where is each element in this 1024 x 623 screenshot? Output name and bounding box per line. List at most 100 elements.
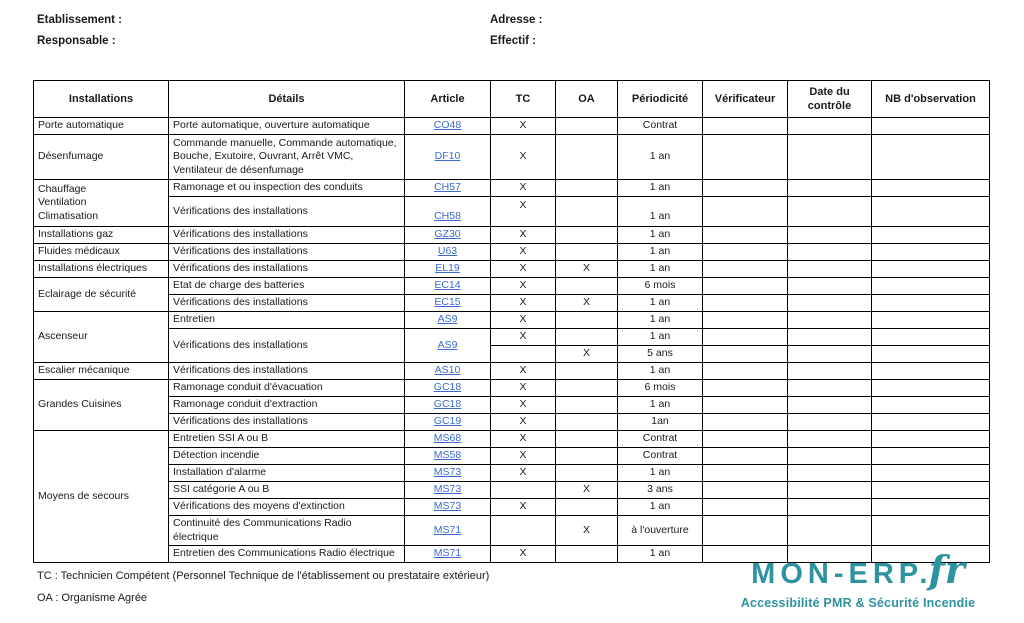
article-link[interactable]: EC15 (434, 296, 461, 309)
date-controle-cell (787, 413, 872, 431)
details-cell: Commande manuelle, Commande automatique,… (168, 134, 405, 180)
details-cell: Vérifications des installations (168, 294, 405, 312)
details-cell: Vérifications des installations (168, 260, 405, 278)
details-cell: Entretien SSI A ou B (168, 430, 405, 448)
article-link[interactable]: GC18 (433, 381, 462, 394)
date-controle-cell (787, 294, 872, 312)
oa-cell: X (555, 345, 618, 363)
oa-cell (555, 243, 618, 261)
verificateur-cell (702, 464, 788, 482)
article-link[interactable]: CO48 (433, 119, 462, 132)
article-link[interactable]: MS71 (433, 547, 462, 560)
article-link[interactable]: CH57 (434, 181, 461, 194)
table-row: Vérifications des installations CH58 X 1 an (34, 196, 990, 227)
article-link[interactable]: GC18 (433, 398, 462, 411)
nb-observation-cell (871, 430, 990, 448)
date-controle-cell (787, 396, 872, 414)
article-cell: GZ30 (404, 226, 491, 244)
installation-cell: Escalier mécanique (33, 362, 169, 380)
tc-cell: X (490, 413, 556, 431)
date-controle-cell (787, 328, 872, 346)
article-link[interactable]: MS58 (433, 449, 462, 462)
col-periodicite: Périodicité (617, 80, 703, 118)
tc-cell: X (490, 196, 556, 227)
installation-cell: Chauffage Ventilation Climatisation (33, 179, 169, 227)
installation-cell: Fluides médicaux (33, 243, 169, 261)
article-link[interactable]: U63 (437, 245, 458, 258)
article-cell: EC15 (404, 294, 491, 312)
article-cell: CH58 (404, 196, 491, 227)
periodicite-cell: 1an (617, 413, 703, 431)
tc-cell: X (490, 117, 556, 135)
article-cell: MS73 (404, 498, 491, 516)
table-row: Vérifications des installations AS9 X 1 an (34, 328, 990, 363)
article-link[interactable]: MS73 (433, 500, 462, 513)
col-details: Détails (168, 80, 405, 118)
article-cell: MS58 (404, 447, 491, 465)
periodicite-cell: 1 an (617, 328, 703, 346)
oa-cell: X (555, 294, 618, 312)
details-cell: Installation d'alarme (168, 464, 405, 482)
verificateur-cell (702, 514, 788, 547)
periodicite-cell: Contrat (617, 117, 703, 135)
oa-cell: X (555, 514, 618, 547)
tc-cell: X (490, 464, 556, 482)
nb-observation-cell (871, 345, 990, 363)
oa-cell (555, 196, 618, 227)
date-controle-cell (787, 447, 872, 465)
table-row: Ramonage conduit d'extraction GC18 X 1 an (34, 396, 990, 414)
oa-cell (555, 430, 618, 448)
tc-cell: X (490, 447, 556, 465)
details-cell: Vérifications des installations (168, 413, 405, 431)
article-link[interactable]: AS9 (437, 338, 458, 351)
verificateur-cell (702, 328, 788, 346)
article-link[interactable]: MS73 (433, 483, 462, 496)
verificateur-cell (702, 117, 788, 135)
verificateur-cell (702, 498, 788, 516)
article-link[interactable]: AS10 (434, 364, 461, 377)
article-link[interactable]: GC19 (433, 415, 462, 428)
article-cell: MS71 (404, 514, 491, 547)
table-header-row: Installations Détails Article TC OA Péri… (33, 80, 990, 118)
article-link[interactable]: EL19 (435, 262, 460, 275)
table-row: Chauffage Ventilation Climatisation Ramon… (33, 179, 990, 227)
article-link[interactable]: MS68 (433, 432, 462, 445)
header-mid-labels: Adresse : Effectif : (490, 10, 542, 52)
article-link[interactable]: MS71 (433, 523, 462, 536)
details-cell: Continuité des Communications Radio élec… (168, 514, 405, 547)
periodicite-cell: 1 an (617, 260, 703, 278)
nb-observation-cell (871, 396, 990, 414)
date-controle-cell (787, 179, 872, 197)
tc-cell: X (490, 362, 556, 380)
details-cell: Entretien des Communications Radio élect… (168, 545, 405, 564)
periodicite-cell: 1 an (617, 179, 703, 197)
article-link[interactable]: EC14 (434, 279, 461, 292)
details-cell: Vérifications des installations (168, 328, 405, 363)
nb-observation-cell (871, 117, 990, 135)
verificateur-cell (702, 179, 788, 197)
oa-cell (555, 226, 618, 244)
tc-cell: X (490, 277, 556, 295)
article-link[interactable]: DF10 (434, 150, 461, 163)
oa-cell (555, 362, 618, 380)
oa-cell (555, 277, 618, 295)
oa-cell (555, 545, 618, 564)
date-controle-cell (787, 345, 872, 363)
table-row: Fluides médicaux Vérifications des instal… (33, 243, 990, 261)
date-controle-cell (787, 134, 872, 180)
article-link[interactable]: AS9 (437, 313, 458, 326)
logo-text: MON-ERP. (751, 558, 933, 590)
article-link[interactable]: GZ30 (434, 228, 461, 241)
date-controle-cell (787, 260, 872, 278)
oa-cell: X (555, 481, 618, 499)
periodicite-cell: 1 an (617, 498, 703, 516)
tc-cell: X (490, 179, 556, 197)
periodicite-cell: 1 an (617, 545, 703, 564)
tc-cell: X (490, 294, 556, 312)
article-link[interactable]: MS73 (433, 466, 462, 479)
verificateur-cell (702, 134, 788, 180)
article-link[interactable]: CH58 (434, 210, 461, 223)
col-installations: Installations (33, 80, 169, 118)
inspection-table: Installations Détails Article TC OA Péri… (33, 80, 990, 564)
details-cell: Vérifications des installations (168, 196, 405, 227)
